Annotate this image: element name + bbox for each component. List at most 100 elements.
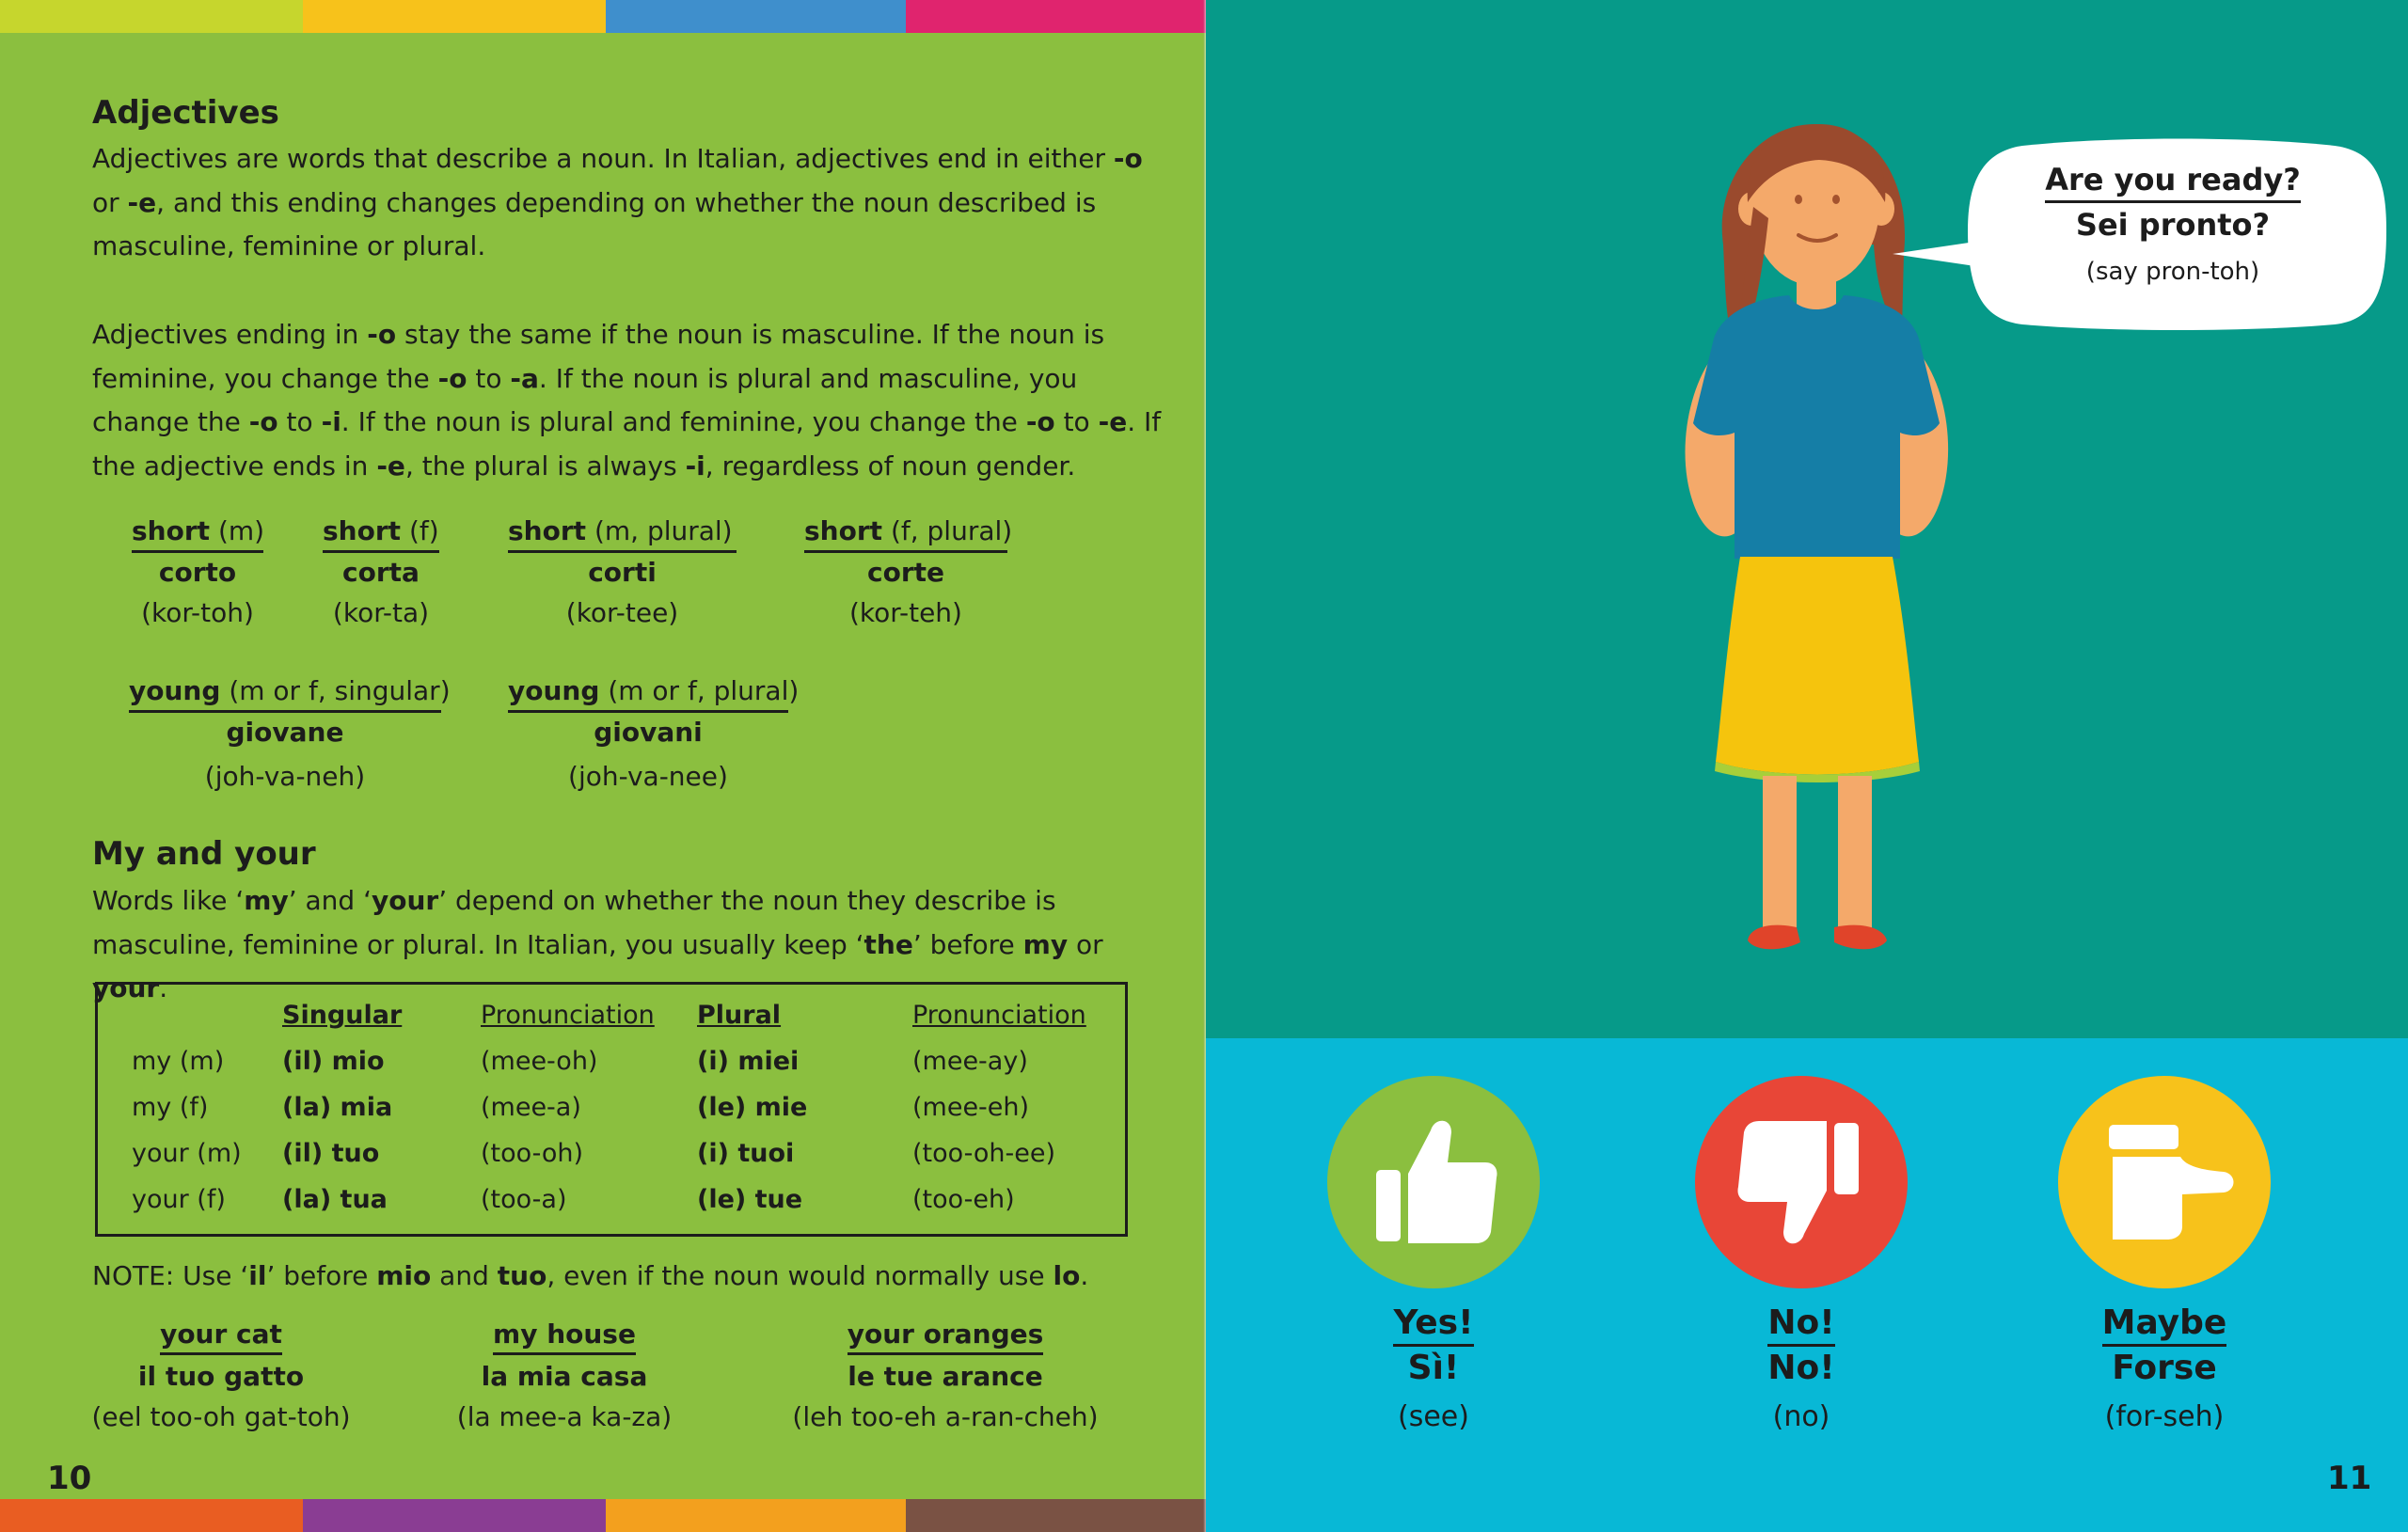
top-stripe-lime [0, 0, 303, 33]
table-header-plural: Plural [697, 1001, 782, 1030]
table-cell-singular: (il) tuo [282, 1139, 380, 1168]
yes-circle [1327, 1076, 1540, 1288]
adjective-italian: corte [866, 557, 945, 588]
table-cell-pronunciation: (mee-oh) [481, 1047, 598, 1076]
phrase-example: my house la mia casa (la mee-a ka-za) [433, 1319, 696, 1432]
bubble-pronunciation: (say pron-toh) [2085, 258, 2260, 286]
answer-no: No! No! (no) [1660, 1303, 1942, 1433]
phrase-english: my house [493, 1319, 636, 1355]
table-cell-singular: (la) tua [282, 1185, 388, 1214]
table-cell-plural: (i) miei [697, 1047, 800, 1076]
adjective-pronunciation: (joh-va-nee) [568, 761, 728, 792]
answer-pronunciation: (no) [1772, 1400, 1830, 1433]
no-circle [1695, 1076, 1908, 1288]
phrase-example: your cat il tuo gatto (eel too-oh gat-to… [85, 1319, 357, 1432]
answer-yes: Yes! Sì! (see) [1292, 1303, 1575, 1433]
girl-illustration [1685, 123, 1949, 950]
adjective-italian: giovane [226, 717, 344, 748]
answer-pronunciation: (for-seh) [2104, 1400, 2225, 1433]
phrase-pronunciation: (la mee-a ka-za) [456, 1401, 673, 1432]
table-cell-label: your (f) [132, 1185, 226, 1214]
adjective-example: short (f) corta (kor-ta) [323, 515, 439, 628]
phrase-italian: il tuo gatto [137, 1361, 305, 1392]
adjective-example: short (f, plural) corte (kor-teh) [804, 515, 1012, 628]
adjectives-title: Adjectives [92, 94, 279, 132]
table-cell-pronunciation: (too-a) [481, 1185, 567, 1214]
adjective-italian: giovani [594, 717, 703, 748]
adjective-example: short (m) corto (kor-toh) [132, 515, 264, 628]
thumbs-up-icon [1376, 1120, 1497, 1243]
note-text: NOTE: Use ‘il’ before mio and tuo, even … [92, 1260, 1089, 1291]
adjective-italian: corto [158, 557, 237, 588]
adjective-english: short (m, plural) [508, 515, 737, 553]
my-and-your-title: My and your [92, 835, 316, 873]
table-cell-singular: (la) mia [282, 1093, 393, 1122]
phrase-english: your cat [160, 1319, 282, 1355]
adjective-pronunciation: (kor-toh) [141, 597, 254, 628]
table-cell-label: your (m) [132, 1139, 242, 1168]
table-cell-pronunciation: (too-eh) [912, 1185, 1015, 1214]
answer-pronunciation: (see) [1398, 1400, 1469, 1433]
table-cell-pronunciation: (mee-a) [481, 1093, 581, 1122]
bubble-italian: Sei pronto? [2075, 207, 2271, 243]
answer-english: No! [1767, 1303, 1835, 1347]
table-cell-pronunciation: (too-oh-ee) [912, 1139, 1056, 1168]
maybe-circle [2058, 1076, 2271, 1288]
speech-bubble-shape [1893, 138, 2386, 330]
top-stripe-yellow [303, 0, 606, 33]
adjective-english: short (m) [132, 515, 264, 553]
phrase-pronunciation: (eel too-oh gat-toh) [91, 1401, 351, 1432]
phrase-example: your oranges le tue arance (leh too-eh a… [790, 1319, 1101, 1432]
adjective-italian: corti [588, 557, 657, 588]
table-cell-pronunciation: (too-oh) [481, 1139, 584, 1168]
page-number-right: 11 [2327, 1460, 2372, 1497]
answer-italian: Forse [2112, 1349, 2217, 1387]
phrase-pronunciation: (leh too-eh a-ran-cheh) [792, 1401, 1099, 1432]
bottom-stripe-orange [0, 1499, 303, 1532]
speech-bubble: Are you ready? Sei pronto? (say pron-toh… [2034, 162, 2312, 286]
answer-italian: No! [1767, 1349, 1835, 1387]
table-cell-label: my (f) [132, 1093, 209, 1122]
bubble-english: Are you ready? [2045, 162, 2301, 203]
thumbs-down-icon [1737, 1121, 1859, 1244]
right-page: Are you ready? Sei pronto? (say pron-toh… [1206, 0, 2408, 1532]
adjective-example: young (m or f, plural) giovani (joh-va-n… [508, 675, 799, 792]
bottom-stripe-brown [906, 1499, 1206, 1532]
adjective-english: short (f, plural) [804, 515, 1012, 553]
top-stripe-blue [606, 0, 906, 33]
adjective-italian: corta [342, 557, 420, 588]
adjectives-paragraph-1: Adjectives are words that describe a nou… [92, 143, 1143, 261]
table-cell-label: my (m) [132, 1047, 225, 1076]
adjective-pronunciation: (kor-ta) [332, 597, 430, 628]
thumb-sideways-icon [2109, 1125, 2234, 1240]
adjective-english: young (m or f, plural) [508, 675, 799, 713]
table-cell-pronunciation: (mee-eh) [912, 1093, 1030, 1122]
adjective-english: young (m or f, singular) [129, 675, 451, 713]
adjective-example: young (m or f, singular) giovane (joh-va… [129, 675, 451, 792]
answer-english: Yes! [1393, 1303, 1474, 1347]
my-and-your-paragraph: Words like ‘my’ and ‘your’ depend on whe… [92, 885, 1103, 1003]
bottom-stripe-amber [606, 1499, 906, 1532]
bottom-stripe-purple [303, 1499, 606, 1532]
answer-italian: Sì! [1407, 1349, 1460, 1387]
top-stripe-pink [906, 0, 1206, 33]
table-cell-plural: (le) tue [697, 1185, 803, 1214]
table-header-pronunciation: Pronunciation [481, 1001, 655, 1030]
phrase-italian: la mia casa [481, 1361, 648, 1392]
table-cell-pronunciation: (mee-ay) [912, 1047, 1028, 1076]
left-page: Adjectives Adjectives are words that des… [0, 0, 1206, 1532]
table-cell-plural: (i) tuoi [697, 1139, 795, 1168]
adjective-example: short (m, plural) corti (kor-tee) [508, 515, 737, 628]
answer-maybe: Maybe Forse (for-seh) [2023, 1303, 2305, 1433]
possessive-table: Singular Pronunciation Plural Pronunciat… [95, 982, 1128, 1237]
adjectives-paragraph-2: Adjectives ending in -o stay the same if… [92, 319, 1162, 482]
phrase-italian: le tue arance [848, 1361, 1043, 1392]
table-header-singular: Singular [282, 1001, 403, 1030]
adjective-english: short (f) [323, 515, 439, 553]
adjective-pronunciation: (kor-teh) [849, 597, 962, 628]
phrase-english: your oranges [847, 1319, 1044, 1355]
adjective-pronunciation: (kor-tee) [565, 597, 679, 628]
table-cell-singular: (il) mio [282, 1047, 385, 1076]
answer-english: Maybe [2101, 1303, 2227, 1347]
table-header-pronunciation: Pronunciation [912, 1001, 1086, 1030]
